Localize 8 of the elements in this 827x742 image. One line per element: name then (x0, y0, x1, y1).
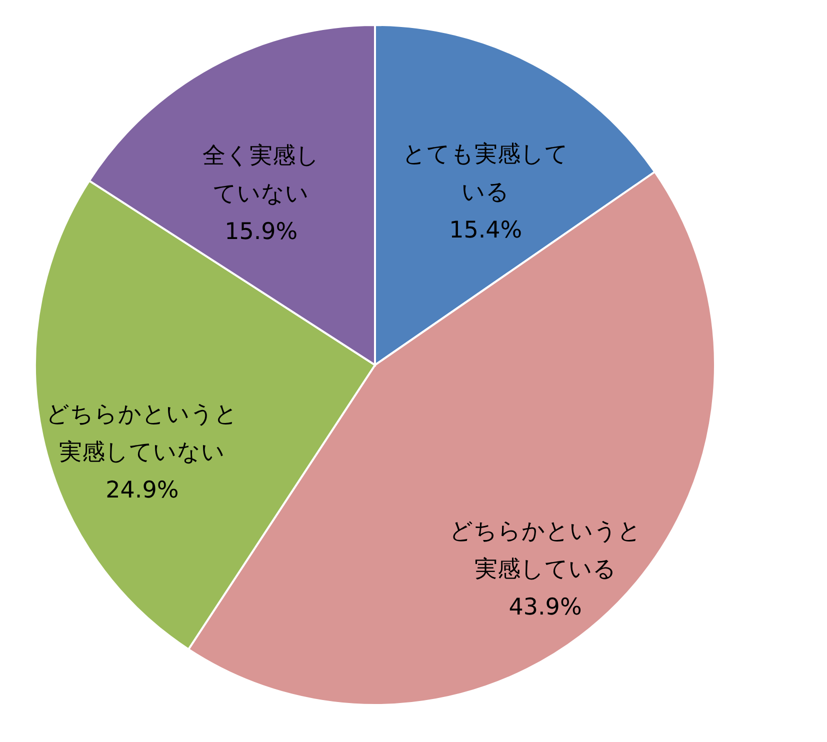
slice-label: 全く実感していない (202, 143, 320, 208)
slice-label: どちらかというと実感していない (46, 401, 238, 466)
data-label: 24.9% (106, 477, 179, 504)
slice-label: どちらかというと実感している (449, 518, 642, 582)
data-label: 15.9% (224, 219, 298, 246)
slice-label: とても実感している (402, 141, 569, 206)
data-label: 15.4% (449, 217, 522, 244)
data-label: 43.9% (508, 594, 582, 620)
